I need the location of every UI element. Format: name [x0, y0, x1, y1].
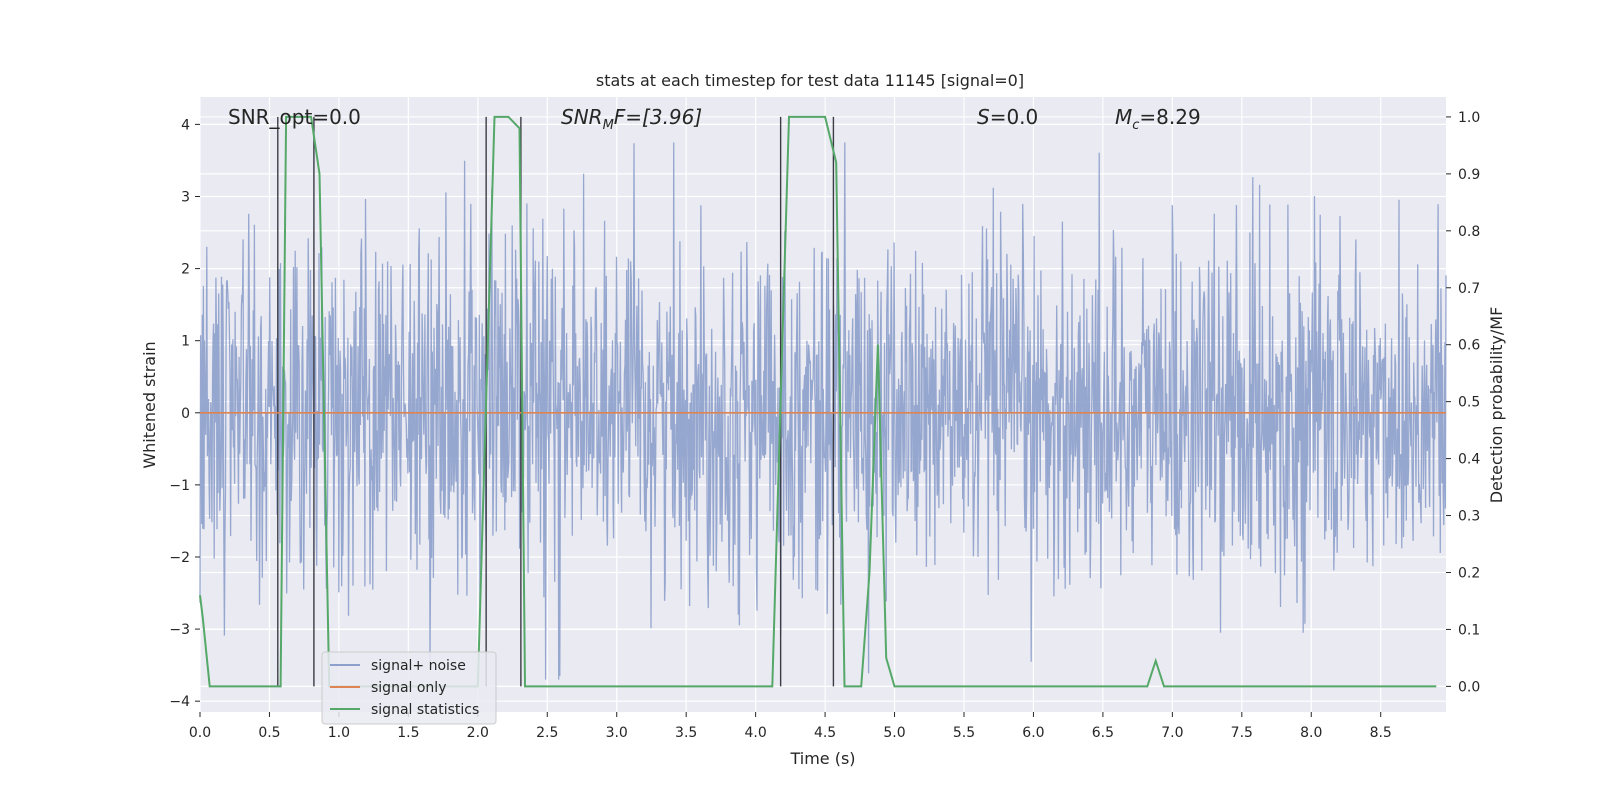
annotation-s-symbol: S [977, 105, 990, 129]
y-tick-label: −4 [169, 694, 190, 710]
right-tick-label: 0.2 [1458, 565, 1480, 581]
right-tick-label: 0.0 [1458, 679, 1480, 695]
x-tick-label: 3.0 [606, 725, 628, 741]
right-axis-label: Detection probability/MF [1487, 307, 1506, 504]
right-tick-label: 0.3 [1458, 509, 1480, 525]
x-tick-label: 6.5 [1092, 725, 1114, 741]
legend-label-signal-noise: signal+ noise [371, 658, 466, 674]
right-tick-label: 0.8 [1458, 224, 1480, 240]
right-tick-label: 0.4 [1458, 452, 1480, 468]
legend-label-signal-statistics: signal statistics [371, 702, 479, 718]
y-tick-label: 0 [181, 406, 190, 422]
annotation-mc-subscript: c [1132, 118, 1139, 133]
right-tick-label: 0.6 [1458, 338, 1480, 354]
right-tick-label: 0.9 [1458, 167, 1480, 183]
legend: signal+ noise signal only signal statist… [321, 651, 497, 725]
legend-box [321, 651, 497, 725]
x-tick-label: 2.0 [467, 725, 489, 741]
chart-title: stats at each timestep for test data 111… [596, 71, 1024, 90]
signal-statistics-line [199, 115, 1437, 688]
y-tick-label: 3 [181, 189, 190, 205]
annotation-snr-mf: SNRMF=[3.96] [561, 105, 702, 133]
annotation-s-value: =0.0 [990, 105, 1039, 129]
y-tick-label: 4 [181, 117, 190, 133]
x-tick-label: 7.0 [1161, 725, 1183, 741]
x-tick-label: 0.0 [189, 725, 211, 741]
annotation-snr-mf-subscript: M [603, 118, 614, 133]
legend-label-signal-only: signal only [371, 680, 446, 696]
right-tick-label: 0.1 [1458, 622, 1480, 638]
annotation-mc: Mc=8.29 [1115, 105, 1201, 133]
x-tick-label: 5.0 [883, 725, 905, 741]
x-tick-label: 2.5 [536, 725, 558, 741]
right-axis-ticks: 1.0 0.9 0.8 0.7 0.6 0.5 0.4 0.3 0.2 0.1 0.0 [1446, 110, 1480, 695]
x-tick-label: 4.5 [814, 725, 836, 741]
annotation-snr-mf-symbol: SNR [561, 105, 603, 129]
y-tick-label: −1 [169, 478, 190, 494]
annotation-snr-opt: SNR_opt=0.0 [228, 105, 361, 129]
annotation-mc-symbol: M [1115, 105, 1132, 129]
y-axis-label: Whitened strain [140, 341, 159, 468]
annotation-mc-value: =8.29 [1139, 105, 1200, 129]
x-tick-label: 4.0 [744, 725, 766, 741]
right-tick-label: 0.5 [1458, 395, 1480, 411]
x-tick-label: 6.0 [1022, 725, 1044, 741]
x-tick-label: 8.0 [1300, 725, 1322, 741]
x-tick-label: 1.0 [328, 725, 350, 741]
signal-noise-line [199, 142, 1447, 680]
annotation-snr-mf-value: F=[3.96] [614, 105, 702, 129]
x-axis-ticks: 0.0 0.5 1.0 1.5 2.0 2.5 3.0 3.5 4.0 4.5 5.0 5.5 6.0 6… [189, 712, 1392, 741]
x-tick-label: 5.5 [953, 725, 975, 741]
y-tick-label: −3 [169, 622, 190, 638]
y-axis-ticks: 4 3 2 1 0 −1 −2 −3 −4 [169, 117, 200, 710]
x-tick-label: 0.5 [258, 725, 280, 741]
x-tick-label: 8.5 [1370, 725, 1392, 741]
signal-statistics-series [199, 115, 1437, 688]
y-tick-label: 2 [181, 262, 190, 278]
right-tick-label: 0.7 [1458, 281, 1480, 297]
annotation-s: S=0.0 [977, 105, 1038, 129]
x-axis-label: Time (s) [789, 749, 855, 768]
x-tick-label: 7.5 [1231, 725, 1253, 741]
x-tick-label: 3.5 [675, 725, 697, 741]
x-tick-label: 1.5 [397, 725, 419, 741]
signal-noise-series [199, 142, 1447, 680]
y-tick-label: −2 [169, 550, 190, 566]
y-tick-label: 1 [181, 334, 190, 350]
right-tick-label: 1.0 [1458, 110, 1480, 126]
